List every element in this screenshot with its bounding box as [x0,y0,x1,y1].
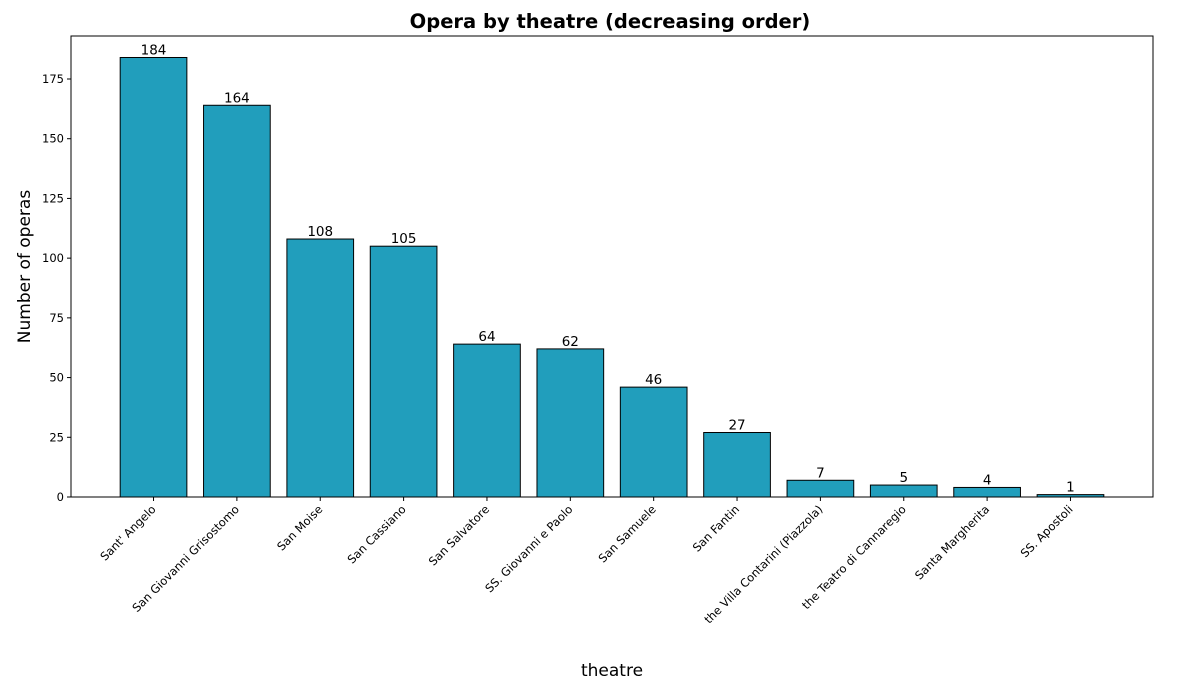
bar-value-label: 1 [1066,480,1075,496]
bar [786,479,855,498]
bar [536,348,605,498]
bar-value-label: 46 [645,372,662,388]
x-tick-label: Santa Margherita [912,502,992,582]
chart-title: Opera by theatre (decreasing order) [410,10,811,33]
bar [869,484,938,498]
y-tick-label: 0 [57,490,64,504]
bar-labels-group: 184 164 108 105 64 62 46 27 7 5 4 1 [141,42,1075,495]
x-tick-label: SS. Apostoli [1018,502,1076,560]
x-tick-label: San Samuele [596,502,659,565]
bar-value-label: 27 [728,418,745,434]
bar-value-label: 105 [391,231,417,247]
x-tick-label: San Salvatore [426,502,492,568]
bar [453,343,521,498]
bar [369,245,438,498]
x-tick-label: San Cassiano [344,502,408,566]
bar-value-label: 62 [562,334,579,350]
y-axis: 0 25 50 75 100 125 150 175 [42,72,71,504]
bar-value-label: 164 [224,90,250,106]
y-tick-label: 25 [49,430,64,444]
y-tick-label: 150 [42,132,64,146]
y-tick-label: 175 [42,72,64,86]
y-axis-label: Number of operas [15,190,35,344]
bar [203,104,271,498]
x-tick-label: SS. Giovanni e Paolo [482,502,575,595]
bar [619,386,688,498]
x-axis-label: theatre [581,661,643,681]
bar [703,432,771,498]
y-tick-label: 75 [49,311,64,325]
bars-group [119,56,1105,498]
bar-value-label: 5 [899,470,908,486]
bar [119,56,188,498]
x-tick-label: San Moise [274,502,325,553]
bar-value-label: 4 [983,472,992,488]
y-tick-label: 125 [42,191,64,205]
x-tick-label: Sant' Angelo [97,502,158,563]
bar-value-label: 64 [478,329,495,345]
bar-value-label: 108 [307,224,333,240]
y-tick-label: 100 [42,251,64,265]
y-tick-label: 50 [49,371,64,385]
plot-frame [70,35,1154,498]
bar [286,238,355,498]
bar [953,486,1021,498]
bar-value-label: 7 [816,465,825,481]
x-tick-label: San Fantin [690,502,742,554]
bar-value-label: 184 [141,42,167,58]
